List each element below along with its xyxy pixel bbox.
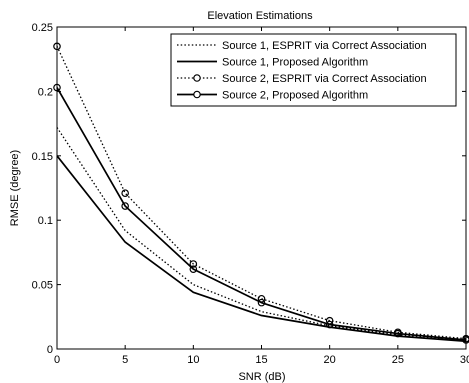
data-point	[325, 320, 334, 329]
series-2	[56, 155, 467, 343]
plot-axes: 0 5 10 15 20 25 30 0 0.05 0.1 0.15 0.2 0.25	[32, 22, 469, 366]
x-tick-label: 10	[187, 354, 199, 366]
series-line	[56, 46, 467, 340]
chart-title: Elevation Estimations	[207, 10, 313, 22]
data-point	[53, 42, 61, 51]
y-tick-label: 0.2	[38, 86, 53, 98]
y-tick-label: 0	[47, 344, 53, 356]
data-point	[189, 265, 198, 273]
y-tick-label: 0.25	[32, 22, 53, 34]
y-tick-label: 0.15	[32, 151, 53, 163]
series-line	[56, 127, 467, 341]
legend-box	[170, 33, 457, 107]
x-tick-label: 30	[460, 354, 469, 366]
x-tick-label: 25	[392, 354, 404, 366]
x-axis-label: SNR (dB)	[238, 371, 285, 383]
series-4	[53, 83, 469, 344]
data-point	[462, 336, 469, 344]
series-1	[56, 127, 467, 341]
series-layer	[53, 42, 469, 344]
series-line	[56, 155, 467, 343]
data-point	[53, 83, 61, 92]
legend-marker	[193, 74, 201, 82]
series-line	[56, 87, 467, 341]
y-tick-label: 0.05	[32, 280, 53, 292]
legend: Source 1, ESPRIT via Correct Association…	[170, 33, 457, 107]
data-point	[121, 189, 129, 197]
x-tick-label: 15	[255, 354, 267, 366]
legend-marker	[193, 90, 201, 99]
legend-entry-label: Source 2, ESPRIT via Correct Association	[222, 73, 427, 85]
y-tick-label: 0.1	[38, 215, 53, 227]
data-point	[189, 260, 198, 268]
data-point	[257, 298, 266, 307]
data-point	[121, 202, 129, 210]
x-tick-label: 20	[324, 354, 336, 366]
data-point	[394, 329, 402, 338]
legend-entry-label: Source 1, Proposed Algorithm	[222, 57, 368, 69]
legend-entry-label: Source 1, ESPRIT via Correct Association	[222, 40, 427, 52]
x-tick-label: 0	[54, 354, 60, 366]
x-tick-label: 5	[122, 354, 128, 366]
y-axis-label: RMSE (degree)	[9, 150, 21, 226]
legend-entry-label: Source 2, Proposed Algorithm	[222, 90, 368, 102]
